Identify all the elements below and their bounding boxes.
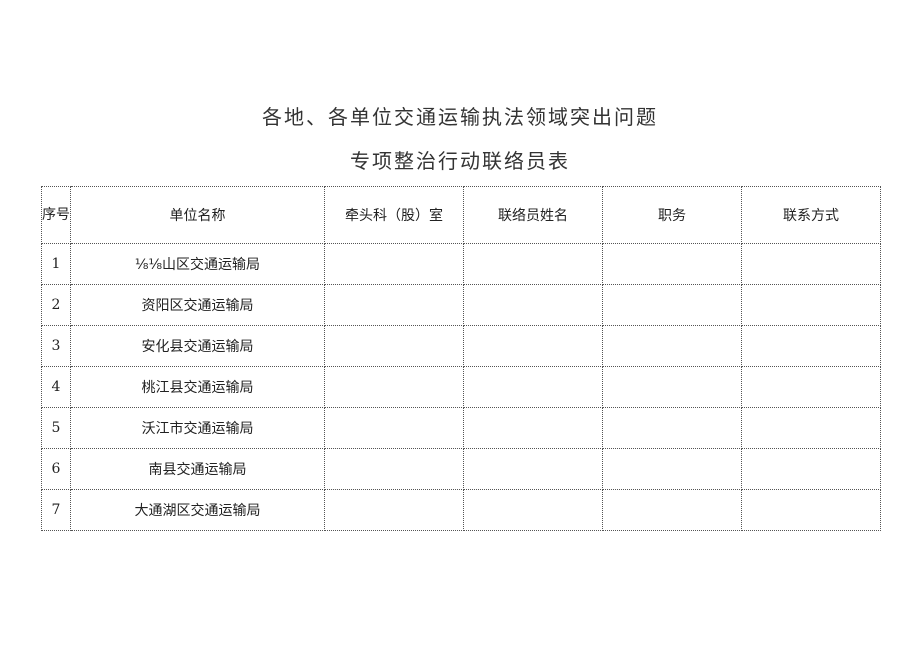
header-liaison-name: 联络员姓名: [463, 186, 603, 244]
liaison-table: 序号 单位名称 牵头科（股）室 联络员姓名 职务 联系方式 1 ⅛⅛山区交通运输局…: [41, 186, 881, 531]
table-row: 3 安化县交通运输局: [41, 325, 881, 367]
table-row: 1 ⅛⅛山区交通运输局: [41, 243, 881, 285]
row-contact[interactable]: [741, 325, 881, 367]
table-row: 4 桃江县交通运输局: [41, 366, 881, 408]
row-contact[interactable]: [741, 489, 881, 531]
row-contact[interactable]: [741, 448, 881, 490]
row-department[interactable]: [324, 489, 464, 531]
row-unit-name: 大通湖区交通运输局: [70, 489, 325, 531]
row-liaison-name[interactable]: [463, 284, 603, 326]
row-liaison-name[interactable]: [463, 325, 603, 367]
row-liaison-name[interactable]: [463, 407, 603, 449]
row-liaison-name[interactable]: [463, 243, 603, 285]
row-number: 5: [41, 407, 71, 449]
document-title-line-1: 各地、各单位交通运输执法领域突出问题: [262, 105, 658, 129]
row-contact[interactable]: [741, 284, 881, 326]
row-unit-name: 桃江县交通运输局: [70, 366, 325, 408]
row-department[interactable]: [324, 366, 464, 408]
row-number: 3: [41, 325, 71, 367]
row-number: 2: [41, 284, 71, 326]
row-number: 1: [41, 243, 71, 285]
row-unit-name: 沃江市交通运输局: [70, 407, 325, 449]
row-department[interactable]: [324, 284, 464, 326]
header-contact: 联系方式: [741, 186, 881, 244]
row-position[interactable]: [602, 366, 742, 408]
header-seq: 序号: [41, 186, 71, 244]
row-unit-name: 资阳区交通运输局: [70, 284, 325, 326]
row-position[interactable]: [602, 325, 742, 367]
table-row: 5 沃江市交通运输局: [41, 407, 881, 449]
table-header-row: 序号 单位名称 牵头科（股）室 联络员姓名 职务 联系方式: [41, 186, 881, 244]
row-department[interactable]: [324, 243, 464, 285]
row-position[interactable]: [602, 243, 742, 285]
row-department[interactable]: [324, 325, 464, 367]
row-contact[interactable]: [741, 407, 881, 449]
row-number: 7: [41, 489, 71, 531]
header-position: 职务: [602, 186, 742, 244]
table-row: 6 南县交通运输局: [41, 448, 881, 490]
document-title-line-2: 专项整治行动联络员表: [350, 149, 570, 173]
row-contact[interactable]: [741, 366, 881, 408]
row-position[interactable]: [602, 407, 742, 449]
row-number: 6: [41, 448, 71, 490]
row-position[interactable]: [602, 448, 742, 490]
row-unit-name: 南县交通运输局: [70, 448, 325, 490]
row-liaison-name[interactable]: [463, 366, 603, 408]
row-position[interactable]: [602, 489, 742, 531]
row-liaison-name[interactable]: [463, 448, 603, 490]
header-department: 牵头科（股）室: [324, 186, 464, 244]
row-contact[interactable]: [741, 243, 881, 285]
table-row: 2 资阳区交通运输局: [41, 284, 881, 326]
row-department[interactable]: [324, 448, 464, 490]
row-department[interactable]: [324, 407, 464, 449]
row-unit-name: ⅛⅛山区交通运输局: [70, 243, 325, 285]
table-row: 7 大通湖区交通运输局: [41, 489, 881, 531]
row-liaison-name[interactable]: [463, 489, 603, 531]
header-unit: 单位名称: [70, 186, 325, 244]
row-number: 4: [41, 366, 71, 408]
row-unit-name: 安化县交通运输局: [70, 325, 325, 367]
row-position[interactable]: [602, 284, 742, 326]
